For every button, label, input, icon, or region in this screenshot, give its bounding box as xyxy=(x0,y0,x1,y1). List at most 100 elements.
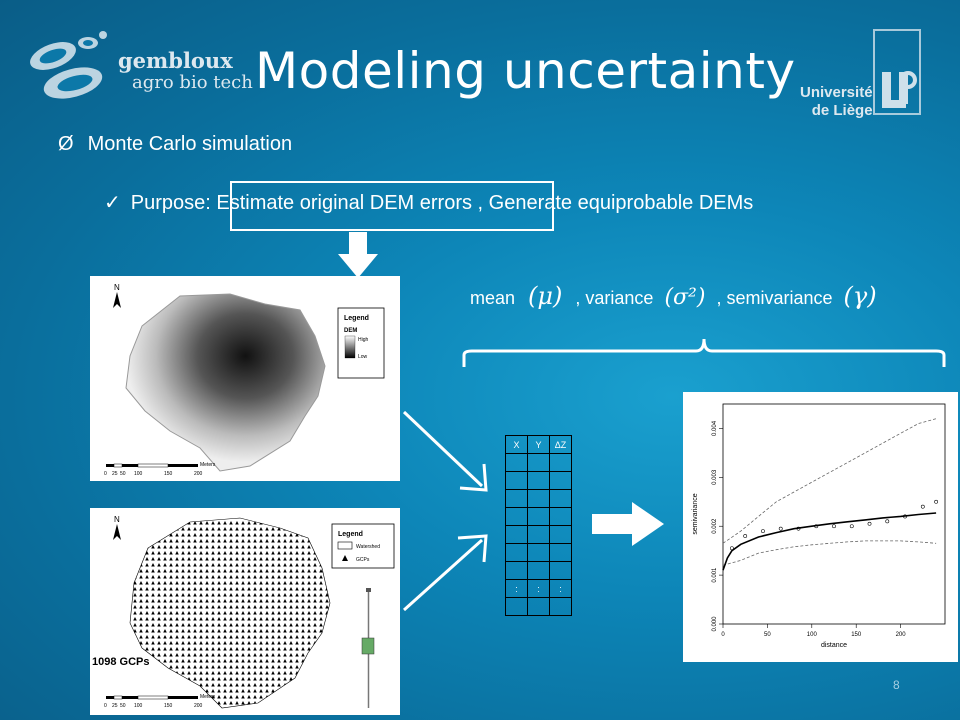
table-cell xyxy=(527,543,550,562)
gcp-scale-tick: 200 xyxy=(194,703,203,709)
logo-left-line1: gembloux xyxy=(118,48,233,73)
table-cell xyxy=(527,561,550,580)
bullet-monte-carlo: Ø Monte Carlo simulation xyxy=(58,133,292,156)
table-row xyxy=(505,471,572,490)
dem-scale-tick: 0 xyxy=(104,471,107,477)
dem-scale-tick: 50 xyxy=(120,471,126,477)
data-point xyxy=(867,521,872,526)
logo-left-line2: agro bio tech xyxy=(132,72,253,93)
table-cell xyxy=(549,597,572,616)
dem-scale-tick: 200 xyxy=(194,471,203,477)
chart-frame xyxy=(722,403,946,625)
y-tick-label: 0.002 xyxy=(712,518,718,534)
data-point xyxy=(743,534,748,538)
data-point xyxy=(796,526,801,531)
dem-watershed-shape xyxy=(125,293,326,472)
table-cell xyxy=(505,525,528,544)
gcp-scale-tick: 0 xyxy=(104,703,107,709)
gcp-north-label: N xyxy=(114,515,120,524)
table-row xyxy=(505,507,572,526)
table-cell xyxy=(505,597,528,616)
model-curve-line xyxy=(722,512,937,571)
down-arrow-icon xyxy=(338,232,378,278)
gcp-legend-watershed: Watershed xyxy=(356,544,380,550)
table-cell xyxy=(549,525,572,544)
gcp-count-label: 1098 GCPs xyxy=(90,656,152,668)
data-point xyxy=(814,524,819,529)
experimental-points xyxy=(729,499,939,551)
dem-legend-low: Low xyxy=(358,354,368,360)
table-cell xyxy=(505,543,528,562)
x-tick-label: 150 xyxy=(851,632,862,638)
table-cell xyxy=(505,471,528,490)
table-cell xyxy=(549,453,572,472)
gcp-scale-tick: 100 xyxy=(134,703,143,709)
variance-symbol: (σ²) xyxy=(664,285,706,310)
table-row xyxy=(505,453,572,472)
table-cell xyxy=(527,525,550,544)
table-ellipsis: : xyxy=(549,579,572,598)
y-axis-label: semivariance xyxy=(692,493,699,534)
bullet2-text: Purpose: Estimate original DEM errors , … xyxy=(130,192,754,214)
table-row xyxy=(505,525,572,544)
dem-legend-item: DEM xyxy=(344,328,357,334)
table-cell xyxy=(549,561,572,580)
table-row xyxy=(505,597,572,616)
right-arrow-icon xyxy=(592,502,664,546)
y-tick-label: 0.003 xyxy=(712,469,718,485)
table-cell xyxy=(549,543,572,562)
y-tick-label: 0.004 xyxy=(712,420,718,436)
x-tick-label: 50 xyxy=(764,632,771,638)
dem-scale-tick: 150 xyxy=(164,471,173,477)
lower-envelope-line xyxy=(722,540,937,566)
table-header-row: X Y ΔZ xyxy=(505,435,572,454)
statistics-formula: mean (μ) , variance (σ²) , semivariance … xyxy=(470,282,877,310)
table-cell xyxy=(505,489,528,508)
gcp-watershed-shape xyxy=(129,517,331,709)
table-header-y: Y xyxy=(527,435,550,454)
logo-right-line2: de Liège xyxy=(811,102,873,119)
arrow-from-gcp-icon xyxy=(402,534,488,612)
bullet1-text: Monte Carlo simulation xyxy=(87,133,293,155)
mean-label: mean xyxy=(470,288,516,308)
dem-north-arrow-icon xyxy=(113,292,121,308)
data-point xyxy=(729,546,734,551)
gcp-map: N Legend Watershed GCPs 0 25 50 100 150 xyxy=(104,515,395,709)
table-header-x: X xyxy=(505,435,528,454)
table-cell xyxy=(505,561,528,580)
table-cell xyxy=(549,471,572,490)
bullet-arrow-icon: Ø xyxy=(58,133,74,155)
y-axis: 0.000 0.001 0.002 0.003 0.004 xyxy=(712,420,723,632)
slide-title: Modeling uncertainty xyxy=(255,42,796,100)
data-point xyxy=(920,504,925,509)
semivariogram-chart: 0.000 0.001 0.002 0.003 0.004 0 50 100 150 200 d… xyxy=(692,403,946,649)
y-tick-label: 0.001 xyxy=(712,567,718,583)
page-number: 8 xyxy=(893,678,900,692)
dem-north-label: N xyxy=(114,283,120,292)
gcp-north-arrow-icon xyxy=(113,524,121,540)
dem-scale-unit: Meters xyxy=(200,462,216,468)
gcp-legend-gcps: GCPs xyxy=(356,557,370,563)
mean-symbol: (μ) xyxy=(528,282,563,310)
table-ellipsis: : xyxy=(527,579,550,598)
gcp-map-panel: N Legend Watershed GCPs 0 25 50 100 150 xyxy=(90,508,400,715)
data-point xyxy=(903,514,907,519)
x-axis: 0 50 100 150 200 xyxy=(721,624,906,638)
table-cell xyxy=(527,597,550,616)
logo-left-text: gembloux agro bio tech xyxy=(118,50,253,94)
x-tick-label: 200 xyxy=(896,632,907,638)
gcp-legend-title: Legend xyxy=(338,531,363,538)
table-cell xyxy=(527,489,550,508)
variance-label: , variance xyxy=(575,288,654,308)
arrow-from-dem-icon xyxy=(402,410,488,492)
table-cell xyxy=(549,489,572,508)
logo-right-text: Université de Liège xyxy=(800,84,873,120)
x-tick-label: 100 xyxy=(807,632,818,638)
semivariance-symbol: (γ) xyxy=(843,282,877,310)
gcp-scale-tick: 25 xyxy=(112,703,118,709)
gps-receiver-icon xyxy=(361,588,375,708)
dem-scale-bar: 0 25 50 100 150 200 Meters xyxy=(104,462,216,477)
table-row xyxy=(505,543,572,562)
table-cell xyxy=(505,507,528,526)
